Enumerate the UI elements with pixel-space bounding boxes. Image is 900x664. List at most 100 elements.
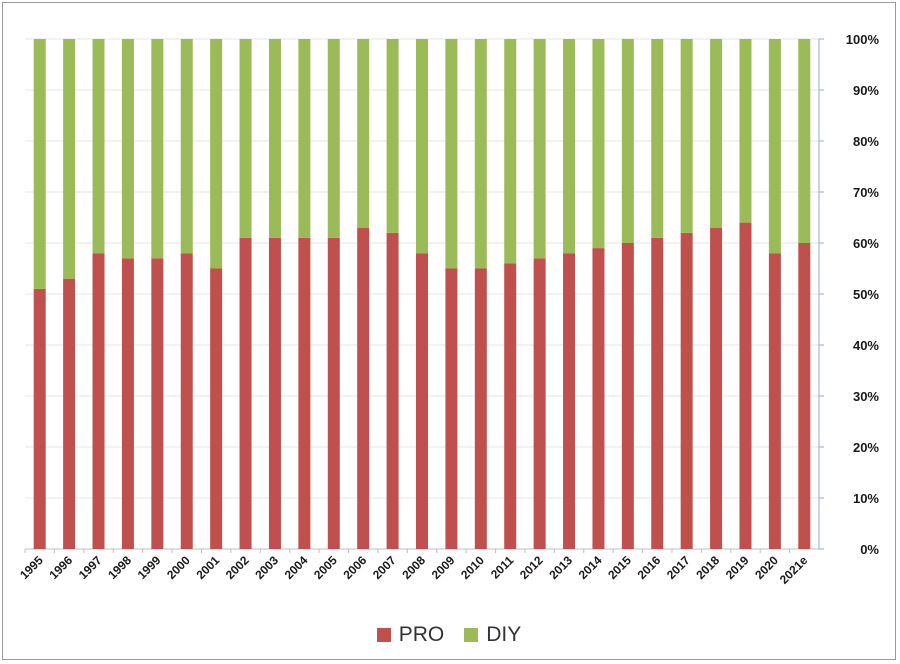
bar-diy-2011 [504,39,517,264]
bar-diy-2018 [710,39,723,228]
x-tick-label: 2012 [517,553,546,582]
x-tick-label: 2002 [223,553,252,582]
bar-diy-2009 [445,39,458,269]
bar-pro-2008 [416,253,428,549]
bar-pro-1998 [121,258,134,549]
x-tick-label: 2004 [282,553,311,582]
bar-diy-2005 [327,39,340,238]
y-tick-label: 30% [853,389,879,404]
bar-diy-2012 [533,39,546,259]
x-tick-label: 2005 [311,553,340,582]
bar-pro-2006 [357,227,370,549]
bar-pro-1995 [33,288,46,549]
x-tick-label: 2016 [635,553,664,582]
bar-diy-2015 [621,39,634,243]
y-tick-label: 20% [853,440,879,455]
x-tick-label: 2013 [546,553,575,582]
x-tick-label: 1997 [76,553,105,582]
x-tick-label: 2006 [341,553,370,582]
bar-diy-1995 [33,39,46,289]
bar-pro-1996 [63,278,76,549]
bar-pro-2017 [680,232,693,550]
bar-diy-1997 [92,39,105,254]
bar-diy-2014 [592,39,605,249]
bar-pro-2011 [504,263,517,549]
bar-diy-2016 [651,39,664,238]
legend-swatch-diy [464,628,479,642]
bar-diy-2010 [474,39,487,269]
x-tick-label: 1995 [17,553,46,582]
bar-pro-2007 [386,232,399,550]
y-tick-label: 40% [853,338,879,353]
y-tick-label: 100% [846,32,880,47]
bar-pro-2016 [651,237,664,549]
bar-pro-2010 [474,268,487,549]
bar-diy-2000 [180,39,193,254]
bar-pro-2018 [710,227,723,549]
x-tick-label: 2007 [370,553,399,582]
y-tick-label: 80% [853,134,879,149]
bar-diy-2002 [239,39,252,238]
bar-pro-2003 [268,237,281,549]
bar-pro-2002 [239,237,252,549]
x-tick-label: 2018 [693,553,722,582]
bar-pro-2005 [327,237,340,549]
y-tick-label: 90% [853,83,879,98]
bar-diy-2019 [739,39,752,223]
bar-pro-2004 [298,237,311,549]
bar-diy-2013 [563,39,576,254]
bar-diy-1999 [151,39,164,259]
bar-diy-2007 [386,39,399,233]
x-tick-label: 2003 [252,553,281,582]
x-tick-label: 2010 [458,553,487,582]
bar-pro-2013 [563,253,576,549]
bar-pro-2015 [621,243,634,549]
bar-diy-1998 [121,39,134,259]
bar-pro-2001 [210,268,223,549]
bar-pro-2009 [445,268,458,549]
y-tick-label: 0% [860,542,879,557]
legend-item-pro: PRO [376,623,445,647]
bar-diy-2004 [298,39,311,238]
y-tick-label: 10% [853,491,879,506]
bar-diy-2017 [680,39,693,233]
legend-label-diy: DIY [486,623,522,646]
bar-pro-2021e [798,243,811,549]
bar-pro-2020 [768,253,781,549]
stacked-bar-chart: 0%10%20%30%40%50%60%70%80%90%100%1995 199… [17,32,880,587]
bar-diy-2003 [268,39,281,238]
bar-diy-2001 [210,39,223,269]
bar-pro-2012 [533,258,546,549]
x-tick-label: 1999 [135,553,164,582]
x-tick-label: 2017 [664,553,693,582]
y-tick-label: 50% [853,287,879,302]
bar-pro-2000 [180,253,193,549]
x-tick-label: 2011 [488,553,517,582]
bar-pro-2019 [739,222,752,549]
bar-diy-2008 [416,39,428,254]
legend-label-pro: PRO [398,623,445,646]
bar-diy-1996 [63,39,76,279]
bar-pro-1997 [92,253,105,549]
x-tick-label: 2000 [164,553,193,582]
legend: PRO DIY [3,623,895,647]
bar-diy-2020 [768,39,781,254]
x-tick-label: 2001 [193,553,222,582]
x-tick-label: 2014 [576,553,605,582]
y-tick-label: 60% [853,236,879,251]
x-tick-label: 1998 [105,553,134,582]
bar-pro-2014 [592,248,605,549]
x-tick-label: 2019 [723,553,752,582]
x-tick-label: 2015 [605,553,634,582]
x-tick-label: 1996 [46,553,75,582]
x-tick-label: 2009 [429,553,458,582]
y-tick-label: 70% [853,185,879,200]
bar-pro-1999 [151,258,164,549]
bar-diy-2021e [798,39,811,243]
x-tick-label: 2008 [399,553,428,582]
x-tick-label: 2021e [777,553,811,587]
legend-item-diy: DIY [464,623,521,647]
legend-swatch-pro [376,628,391,642]
bar-diy-2006 [357,39,370,228]
